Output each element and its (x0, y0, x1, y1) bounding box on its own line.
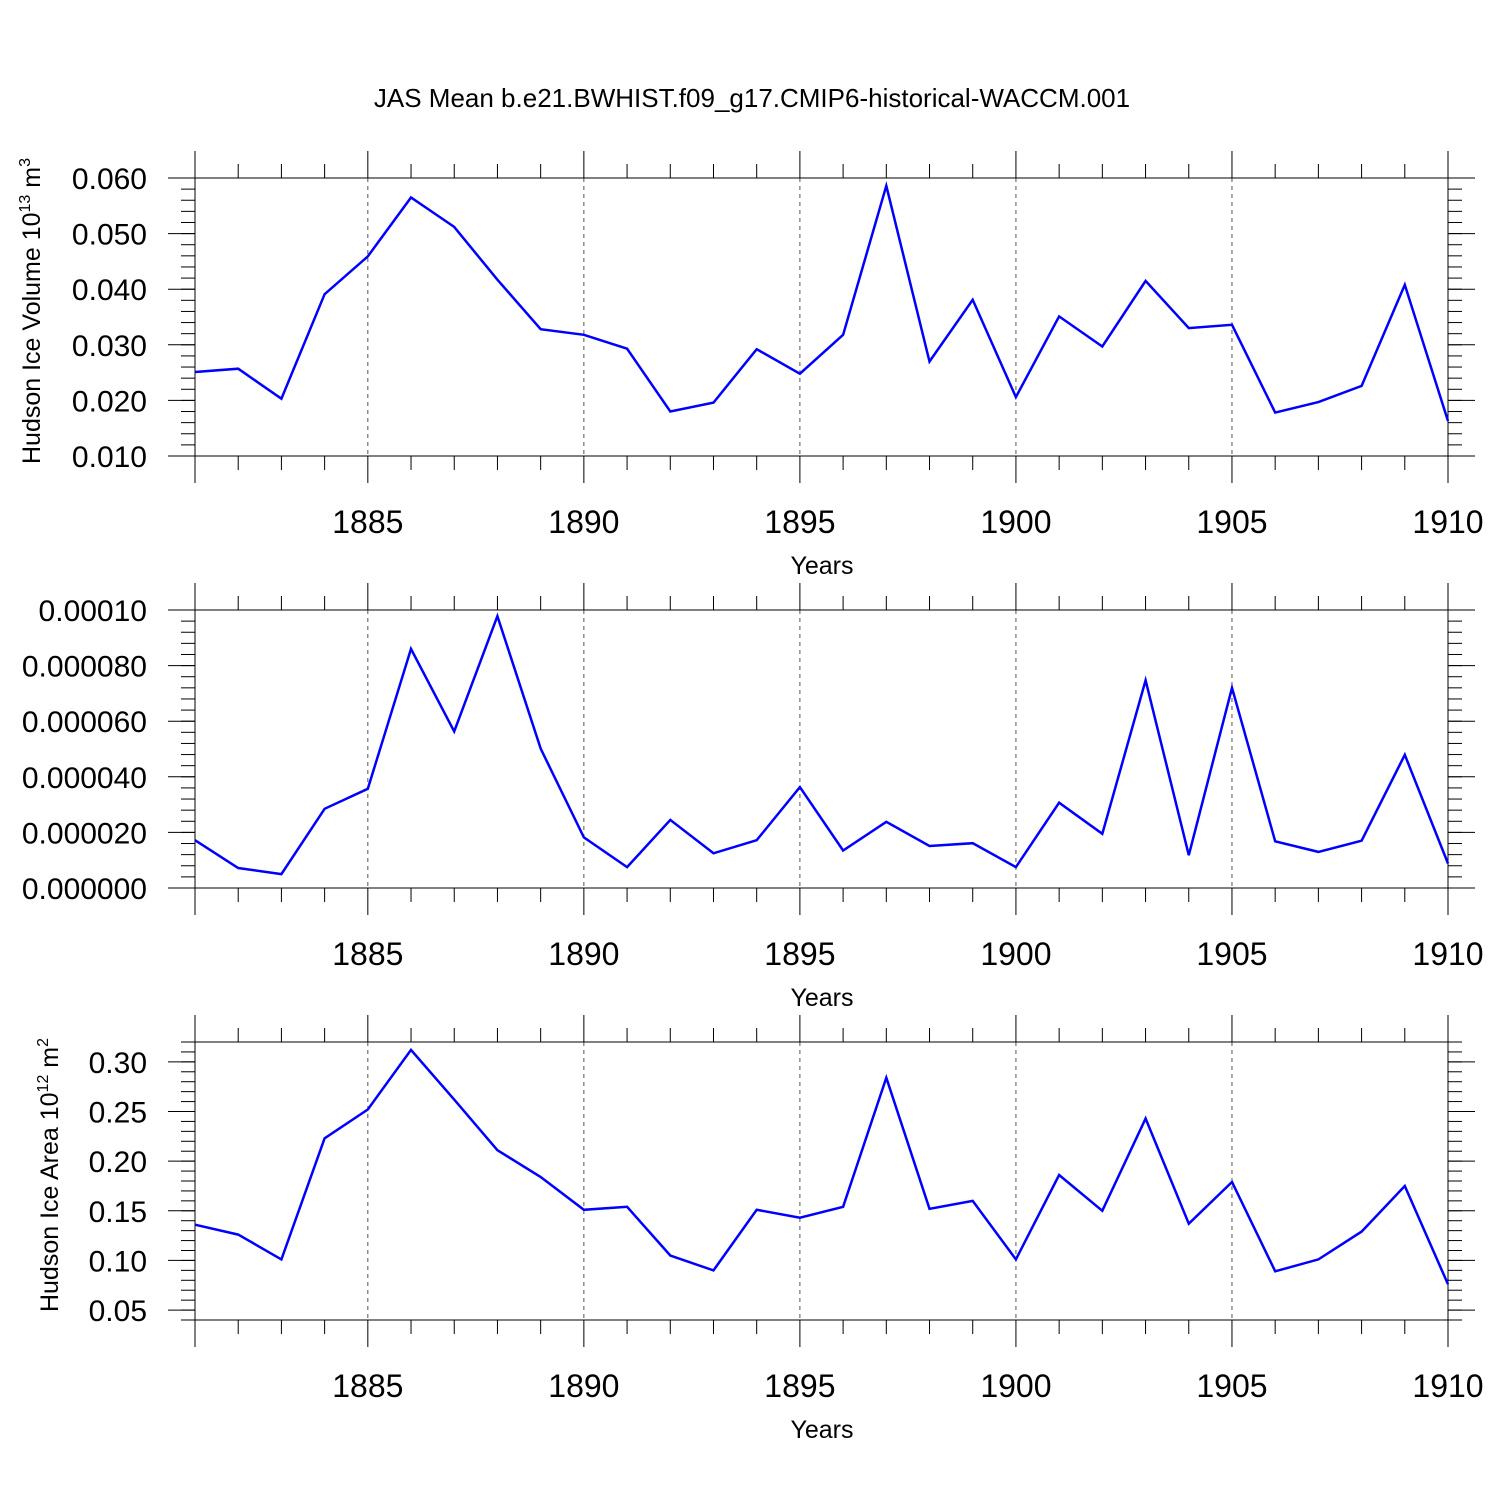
x-tick-label: 1905 (1196, 504, 1267, 540)
y-axis-label: Hudson Ice Area 1012 m2 (35, 1038, 64, 1312)
x-tick-label: 1895 (764, 1368, 835, 1404)
y-tick-label: 0.060 (72, 163, 147, 196)
y-tick-label: 0.050 (72, 219, 147, 252)
y-tick-label: 0.000000 (22, 873, 147, 906)
x-tick-label: 1895 (764, 936, 835, 972)
x-axis-label: Years (790, 1416, 853, 1444)
y-axis-label: Hudson Ice Volume 1013 m3 (17, 158, 46, 464)
x-tick-label: 1905 (1196, 936, 1267, 972)
y-tick-label: 0.000080 (22, 651, 147, 684)
x-tick-label: 1895 (764, 504, 835, 540)
panel-1: 0.010 0.020 0.030 0.040 0.050 0.060 1885 1890 18… (17, 151, 1484, 580)
x-tick-label: 1885 (332, 936, 403, 972)
x-tick-label: 1900 (980, 504, 1051, 540)
panel-3: 0.05 0.10 0.15 0.20 0.25 0.30 1885 1890 1895 1900… (35, 1015, 1484, 1444)
x-tick-label: 1890 (548, 936, 619, 972)
x-tick-label: 1890 (548, 504, 619, 540)
x-tick-label: 1910 (1412, 936, 1483, 972)
series-line (194, 612, 1450, 876)
x-tick-label: 1905 (1196, 1368, 1267, 1404)
chart-title: JAS Mean b.e21.BWHIST.f09_g17.CMIP6-hist… (374, 83, 1130, 113)
y-tick-label: 0.040 (72, 274, 147, 307)
y-tick-label: 0.10 (89, 1245, 147, 1278)
y-tick-label: 0.030 (72, 330, 147, 363)
x-tick-label: 1910 (1412, 1368, 1483, 1404)
y-tick-label: 0.25 (89, 1097, 147, 1130)
x-axis-label: Years (790, 984, 853, 1012)
y-tick-label: 0.00010 (39, 595, 147, 628)
x-tick-label: 1910 (1412, 504, 1483, 540)
x-tick-label: 1890 (548, 1368, 619, 1404)
y-tick-label: 0.30 (89, 1047, 147, 1080)
series-line (194, 180, 1450, 422)
y-tick-label: 0.05 (89, 1295, 147, 1328)
y-tick-label: 0.000060 (22, 706, 147, 739)
y-tick-label: 0.20 (89, 1146, 147, 1179)
y-tick-label: 0.000020 (22, 817, 147, 850)
x-tick-label: 1900 (980, 936, 1051, 972)
y-tick-label: 0.000040 (22, 762, 147, 795)
y-tick-label: 0.020 (72, 385, 147, 418)
x-tick-label: 1900 (980, 1368, 1051, 1404)
x-tick-label: 1885 (332, 1368, 403, 1404)
y-tick-label: 0.010 (72, 441, 147, 474)
panel-2: 0.000000 0.000020 0.000040 0.000060 0.000080… (22, 583, 1484, 1012)
x-axis-label: Years (790, 552, 853, 580)
series-line (194, 1047, 1450, 1285)
y-tick-label: 0.15 (89, 1196, 147, 1229)
x-tick-label: 1885 (332, 504, 403, 540)
